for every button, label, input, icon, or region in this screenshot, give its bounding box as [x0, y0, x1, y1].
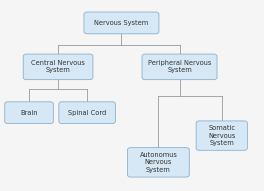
FancyBboxPatch shape: [196, 121, 247, 150]
Text: Central Nervous
System: Central Nervous System: [31, 60, 85, 74]
FancyBboxPatch shape: [5, 102, 53, 124]
Text: Autonomus
Nervous
System: Autonomus Nervous System: [139, 152, 177, 173]
FancyBboxPatch shape: [23, 54, 93, 80]
FancyBboxPatch shape: [128, 148, 189, 177]
Text: Spinal Cord: Spinal Cord: [68, 110, 106, 116]
FancyBboxPatch shape: [84, 12, 159, 34]
Text: Peripheral Nervous
System: Peripheral Nervous System: [148, 60, 211, 74]
Text: Nervous System: Nervous System: [94, 20, 149, 26]
FancyBboxPatch shape: [59, 102, 115, 124]
FancyBboxPatch shape: [142, 54, 217, 80]
Text: Brain: Brain: [20, 110, 38, 116]
Text: Somatic
Nervous
System: Somatic Nervous System: [208, 125, 235, 146]
